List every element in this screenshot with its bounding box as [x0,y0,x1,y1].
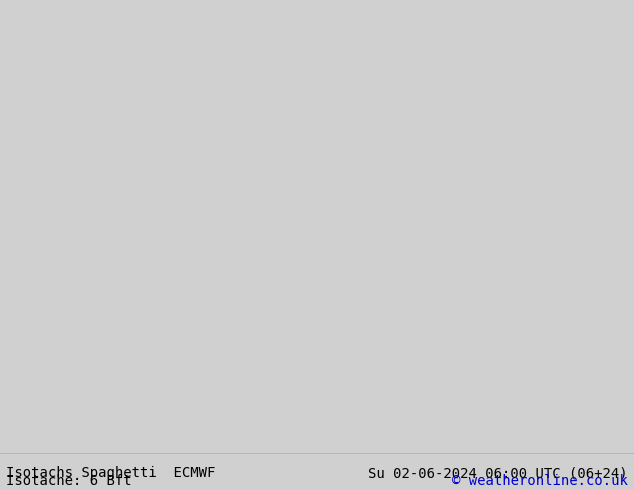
Text: Isotachs Spaghetti  ECMWF: Isotachs Spaghetti ECMWF [6,466,216,480]
Text: Isotache: 6 Bft: Isotache: 6 Bft [6,474,132,488]
Text: Su 02-06-2024 06:00 UTC (06+24): Su 02-06-2024 06:00 UTC (06+24) [368,466,628,480]
Text: © weatheronline.co.uk: © weatheronline.co.uk [452,474,628,488]
